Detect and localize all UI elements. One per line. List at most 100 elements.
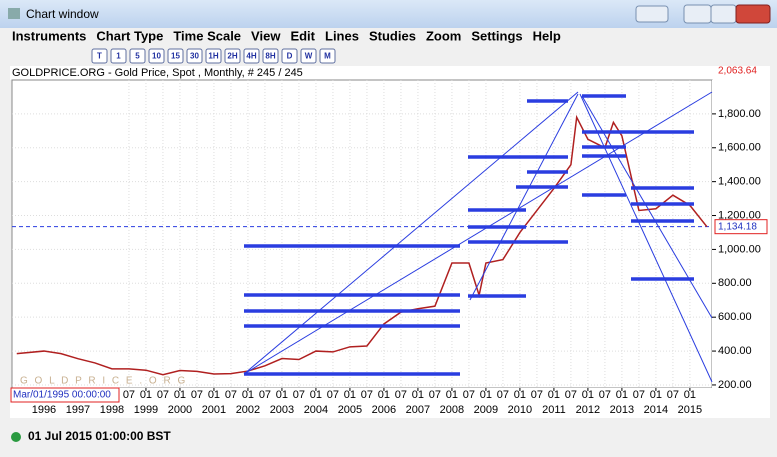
menu-item[interactable]: View — [251, 28, 281, 43]
x-minor-tick-label: 01 — [310, 389, 322, 401]
timeframe-label[interactable]: 30 — [190, 52, 199, 61]
timeframe-label[interactable]: 1 — [116, 52, 121, 61]
x-tick-label: 2001 — [202, 404, 226, 416]
x-minor-tick-label: 07 — [123, 389, 135, 401]
x-tick-label: 1997 — [66, 404, 90, 416]
restore-button[interactable] — [635, 5, 669, 23]
menu-item[interactable]: Settings — [471, 28, 522, 43]
menu-item[interactable]: Chart Type — [96, 28, 163, 43]
x-minor-tick-label: 01 — [480, 389, 492, 401]
timeframe-label[interactable]: T — [97, 52, 102, 61]
x-minor-tick-label: 01 — [548, 389, 560, 401]
x-tick-label: 2002 — [236, 404, 260, 416]
x-minor-tick-label: 01 — [276, 389, 288, 401]
menu-item[interactable]: Zoom — [426, 28, 461, 43]
x-tick-label: 2007 — [406, 404, 430, 416]
menu-item[interactable]: Instruments — [12, 28, 86, 43]
status-text: 01 Jul 2015 01:00:00 BST — [28, 429, 171, 443]
timeframe-button[interactable] — [91, 48, 108, 64]
x-minor-tick-label: 01 — [684, 389, 696, 401]
x-minor-tick-label: 07 — [191, 389, 203, 401]
x-minor-tick-label: 07 — [633, 389, 645, 401]
x-minor-tick-label: 01 — [344, 389, 356, 401]
x-minor-tick-label: 01 — [582, 389, 594, 401]
x-minor-tick-label: 07 — [259, 389, 271, 401]
timeframe-label[interactable]: 2H — [227, 52, 237, 61]
menu-item[interactable]: Help — [533, 28, 561, 43]
x-tick-label: 2013 — [610, 404, 634, 416]
timeframe-button[interactable] — [262, 48, 279, 64]
close-button[interactable] — [735, 4, 771, 24]
x-minor-tick-label: 07 — [599, 389, 611, 401]
timeframe-label[interactable]: 5 — [135, 52, 140, 61]
x-tick-label: 2009 — [474, 404, 498, 416]
timeframe-label[interactable]: 1H — [208, 52, 218, 61]
maximize-button[interactable] — [710, 4, 737, 24]
timeframe-button[interactable] — [129, 48, 146, 64]
y-tick-label: 400.00 — [718, 345, 752, 357]
x-tick-label: 1996 — [32, 404, 56, 416]
x-tick-label: 2006 — [372, 404, 396, 416]
window-icon — [8, 8, 20, 19]
timeframe-label[interactable]: 8H — [265, 52, 275, 61]
cursor-label: Mar/01/1995 00:00:00 — [13, 390, 111, 401]
y-tick-label: 1,000.00 — [718, 243, 761, 255]
x-minor-tick-label: 01 — [174, 389, 186, 401]
timeframe-label[interactable]: D — [287, 52, 293, 61]
y-tick-label: 200.00 — [718, 379, 752, 391]
status-icon — [11, 432, 21, 442]
timeframe-label[interactable]: 10 — [152, 52, 161, 61]
x-tick-label: 2000 — [168, 404, 192, 416]
x-minor-tick-label: 01 — [446, 389, 458, 401]
timeframe-button[interactable] — [224, 48, 241, 64]
window-title: Chart window — [26, 7, 99, 21]
x-tick-label: 1999 — [134, 404, 158, 416]
drawn-lines — [243, 91, 713, 383]
x-minor-tick-label: 01 — [616, 389, 628, 401]
timeframe-button[interactable] — [110, 48, 127, 64]
timeframe-label[interactable]: 15 — [171, 52, 180, 61]
cursor-box — [10, 387, 120, 403]
timeframe-button[interactable] — [148, 48, 165, 64]
toolbar: T 1 5 10 15 30 1H 2H 4H 8H D W M — [10, 46, 770, 66]
timeframe-button[interactable] — [243, 48, 260, 64]
minimize-button[interactable] — [683, 4, 712, 24]
x-minor-tick-label: 07 — [463, 389, 475, 401]
x-minor-tick-label: 07 — [667, 389, 679, 401]
x-tick-label: 2015 — [678, 404, 702, 416]
x-minor-tick-label: 07 — [531, 389, 543, 401]
x-minor-tick-label: 07 — [565, 389, 577, 401]
timeframe-label[interactable]: 4H — [246, 52, 256, 61]
timeframe-button[interactable] — [281, 48, 298, 64]
x-tick-label: 2004 — [304, 404, 328, 416]
x-minor-tick-label: 01 — [650, 389, 662, 401]
menu-item[interactable]: Lines — [325, 28, 359, 43]
x-tick-label: 2010 — [508, 404, 532, 416]
y-tick-label: 1,400.00 — [718, 176, 761, 188]
timeframe-button[interactable] — [186, 48, 203, 64]
x-tick-label: 2014 — [644, 404, 668, 416]
timeframe-button[interactable] — [300, 48, 317, 64]
y-tick-label: 1,800.00 — [718, 108, 761, 120]
y-tick-label: 600.00 — [718, 311, 752, 323]
x-minor-tick-label: 07 — [429, 389, 441, 401]
y-tick-label: 1,200.00 — [718, 209, 761, 221]
menu-bar: Instruments Chart Type Time Scale View Edit L… — [12, 28, 561, 43]
menu-item[interactable]: Studies — [369, 28, 416, 43]
timeframe-button[interactable] — [205, 48, 222, 64]
x-minor-tick-label: 07 — [327, 389, 339, 401]
x-tick-label: 2011 — [542, 404, 566, 416]
chart-title: GOLDPRICE.ORG - Gold Price, Spot , Month… — [12, 67, 303, 79]
timeframe-label[interactable]: W — [305, 52, 313, 61]
timeframe-button[interactable] — [319, 48, 336, 64]
menu-item[interactable]: Time Scale — [173, 28, 241, 43]
timeframe-button[interactable] — [167, 48, 184, 64]
x-tick-label: 1998 — [100, 404, 124, 416]
trend-line — [579, 93, 713, 383]
timeframe-label[interactable]: M — [324, 52, 331, 61]
x-minor-tick-label: 01 — [412, 389, 424, 401]
top-price-label: 2,063.64 — [718, 66, 757, 77]
y-tick-label: 800.00 — [718, 277, 752, 289]
watermark: G O L D P R I C E . O R G — [20, 376, 187, 387]
menu-item[interactable]: Edit — [290, 28, 315, 43]
